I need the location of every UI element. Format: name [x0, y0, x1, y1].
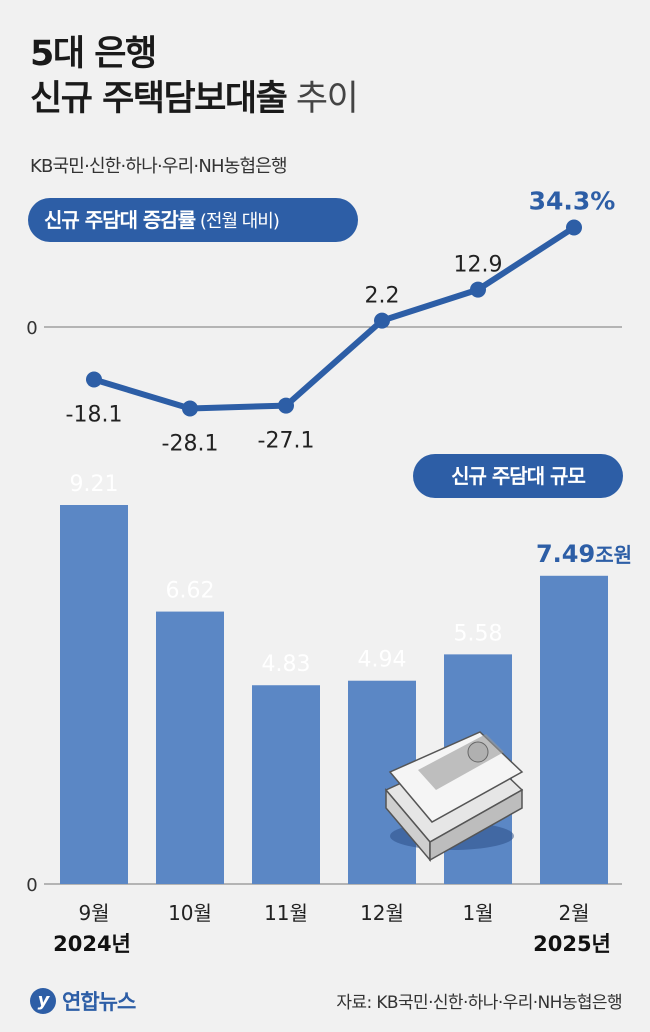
money-portrait-icon: [467, 741, 489, 763]
bar-panel-label: 신규 주담대 규모: [413, 454, 623, 498]
line-point-label: -28.1: [162, 431, 219, 456]
x-tick-label: 2월: [558, 901, 589, 925]
bar-value-label: 5.58: [454, 621, 503, 646]
line-point-label: 34.3%: [529, 187, 616, 216]
line-point: [278, 397, 294, 414]
line-zero-label: 0: [26, 318, 37, 339]
line-panel-label-bold: 신규 주담대 증감률: [44, 208, 196, 232]
line-point-label: 2.2: [365, 284, 400, 309]
chart-title: 5대 은행 신규 주택담보대출 추이: [30, 32, 359, 122]
money-stack-front-icon: [429, 788, 523, 862]
line-point-label: -18.1: [66, 402, 123, 427]
x-tick-label: 1월: [462, 901, 493, 925]
x-tick-label: 12월: [360, 901, 404, 925]
footer-logo: y 연합뉴스: [30, 986, 136, 1016]
bar: [60, 505, 128, 884]
bar-value-label: 7.49조원: [536, 540, 632, 568]
line-series: [91, 224, 577, 412]
x-tick-label: 11월: [264, 901, 308, 925]
line-panel-label-normal: (전월 대비): [195, 211, 280, 232]
bar-zero-label: 0: [26, 875, 37, 896]
x-tick-label: 9월: [78, 901, 109, 925]
line-point-label: 12.9: [454, 253, 503, 278]
bar: [156, 611, 224, 884]
bar-value-label: 9.21: [70, 472, 119, 497]
logo-mark-icon: y: [30, 988, 56, 1014]
line-panel-label: 신규 주담대 증감률 (전월 대비): [28, 198, 358, 242]
bar-value-label: 4.83: [262, 652, 311, 677]
chart-subtitle: KB국민·신한·하나·우리·NH농협은행: [30, 156, 288, 177]
bar-value-unit: 조원: [595, 543, 632, 567]
footer-logo-text: 연합뉴스: [62, 990, 136, 1014]
year-label: 2025년: [533, 932, 611, 956]
line-point: [566, 219, 582, 236]
bar-value-label: 4.94: [358, 648, 407, 673]
line-point: [470, 281, 486, 298]
bar: [540, 575, 608, 884]
title-line-2-bold: 신규 주택담보대출: [30, 79, 288, 119]
x-tick-label: 10월: [168, 901, 212, 925]
line-point-label: -27.1: [258, 429, 315, 454]
line-point: [374, 312, 390, 329]
year-label: 2024년: [53, 932, 131, 956]
line-point: [86, 371, 102, 388]
source-note: 자료: KB국민·신한·하나·우리·NH농협은행: [336, 993, 622, 1013]
line-point: [182, 400, 198, 417]
title-line-2: 신규 주택담보대출 추이: [30, 77, 359, 122]
title-line-2-light: 추이: [286, 79, 359, 119]
title-line-1: 5대 은행: [30, 34, 157, 74]
bar-value-label: 6.62: [166, 579, 215, 604]
bar-value-number: 7.49: [536, 540, 595, 568]
bar: [252, 685, 320, 884]
